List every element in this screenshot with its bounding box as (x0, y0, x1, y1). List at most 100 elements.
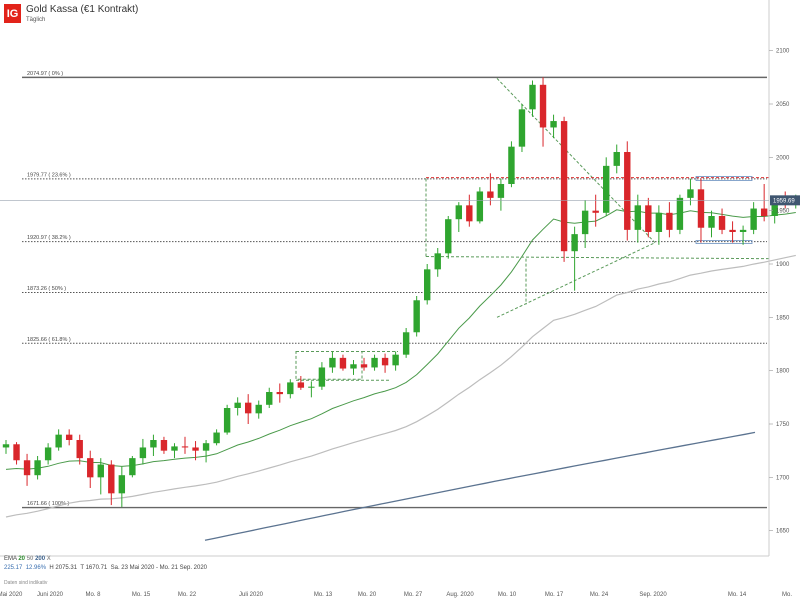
candle-body (255, 404, 262, 414)
x-tick-label: Mo. 8 (85, 592, 101, 598)
candle-body (381, 357, 389, 366)
x-tick-label: Mo. 13 (314, 592, 333, 598)
x-axis: Mai 2020 Juni 2020 Mo. 8 Mo. 15 Mo. 22 Juli 2… (0, 555, 792, 598)
resistance-zone (695, 176, 753, 181)
x-tick-label: Mo. 10 (498, 592, 517, 598)
candle-body (718, 216, 726, 230)
candle-body (223, 408, 231, 433)
fib-label: 1920.97 ( 38.2% ) (27, 235, 71, 241)
candle-body (34, 460, 41, 476)
candle-body (676, 197, 684, 230)
candle-body (729, 229, 736, 232)
x-tick-label: Mo. 14 (728, 592, 747, 598)
support-line (425, 256, 770, 260)
ema-200-toggle[interactable]: 200 (35, 556, 46, 562)
candle-body (476, 191, 484, 222)
ema-label: EMA (4, 556, 17, 562)
candle-body (297, 382, 305, 388)
stat-value-2: 12.96% (25, 565, 47, 571)
x-tick-label: Mo. 17 (545, 592, 564, 598)
current-price-badge (770, 195, 800, 206)
candle-body (44, 447, 52, 461)
candle-body (402, 332, 410, 355)
candle-body (550, 121, 557, 128)
candle-body (23, 460, 31, 476)
candle-body (318, 367, 326, 387)
candle-body (76, 440, 83, 459)
ema-20-line (5, 209, 796, 470)
candle-body (234, 402, 241, 408)
candle-body (97, 464, 104, 478)
date-range: Sa. 23 Mai 2020 - Mo. 21 Sep. 2020 (110, 565, 208, 571)
x-tick-label: Mo. 24 (590, 592, 609, 598)
candle-body (634, 205, 641, 230)
y-tick-label: 1950 (776, 209, 790, 215)
candle-body (434, 253, 441, 270)
ema-legend: EMA 20 50 200 X 225.17 12.96% H 2075.31 … (4, 555, 207, 573)
chart-subtitle: Täglich (26, 17, 46, 23)
candle-body (287, 382, 294, 395)
candle-body (202, 443, 210, 451)
x-tick-label: Sep. 2020 (639, 592, 667, 598)
candle-body (139, 447, 147, 459)
candle-body (445, 219, 452, 254)
y-tick-label: 2050 (776, 102, 790, 108)
candle-body (592, 210, 599, 213)
fib-label: 1671.66 ( 100% ) (27, 501, 69, 507)
candle-body (55, 434, 62, 448)
y-tick-label: 2000 (776, 155, 790, 161)
current-price-label: 1959.69 (773, 199, 795, 205)
candle-body (771, 202, 778, 216)
disclaimer: Daten sind indikativ (4, 580, 48, 586)
candle-body (655, 212, 663, 232)
candle-body (13, 444, 20, 461)
consolidation-box (295, 350, 363, 380)
candle-body (150, 440, 157, 448)
fib-levels: 2074.97 ( 0% ) 1979.77 ( 23.6% ) 1920.97 (… (22, 71, 767, 509)
candle-body (87, 458, 94, 478)
x-tick-label: Juni 2020 (37, 592, 64, 598)
candle-body (750, 208, 757, 230)
y-tick-label: 1800 (776, 369, 790, 375)
x-tick-label: Mo. 22 (178, 592, 197, 598)
ema-close-icon[interactable]: X (46, 556, 51, 562)
candle-body (329, 357, 336, 368)
candle-body (181, 446, 189, 448)
fib-label: 1979.77 ( 23.6% ) (27, 172, 71, 178)
candle-body (360, 364, 368, 368)
y-tick-label: 2100 (776, 49, 790, 55)
low-value: T 1670.71 (80, 565, 108, 571)
y-tick-label: 1850 (776, 315, 790, 321)
candle-body (413, 300, 420, 333)
candle-body (497, 184, 505, 198)
ema-50-toggle[interactable]: 50 (26, 556, 34, 562)
candle-body (645, 205, 652, 232)
trend-annotations (295, 78, 770, 381)
candle-body (371, 357, 378, 368)
candle-body (603, 165, 610, 213)
candle-body (266, 392, 273, 405)
x-tick-label: Aug. 2020 (446, 592, 474, 598)
candle-body (697, 189, 705, 228)
y-tick-label: 1700 (776, 475, 790, 481)
x-tick-label: Mai 2020 (0, 592, 23, 598)
ema-50-line (5, 254, 796, 518)
candle-body (2, 444, 10, 448)
fib-label: 2074.97 ( 0% ) (27, 71, 63, 77)
candle-body (760, 208, 768, 216)
ig-logo: IG (4, 4, 21, 23)
chart-title: Gold Kassa (€1 Kontrakt) (26, 4, 139, 15)
x-tick-label: Mo. 20 (358, 592, 377, 598)
candle-body (308, 386, 315, 388)
candle-body (276, 392, 283, 395)
candle-body (708, 216, 715, 228)
candle-body (129, 458, 136, 476)
ema-20-toggle[interactable]: 20 (18, 556, 26, 562)
candle-body (571, 234, 578, 252)
candle-body (171, 446, 178, 451)
candle-body (624, 152, 631, 230)
candle-body (65, 434, 73, 440)
y-tick-label: 1750 (776, 422, 790, 428)
y-axis: 1650 1700 1750 1800 1850 1900 1950 2000 2050 2100… (0, 0, 800, 556)
